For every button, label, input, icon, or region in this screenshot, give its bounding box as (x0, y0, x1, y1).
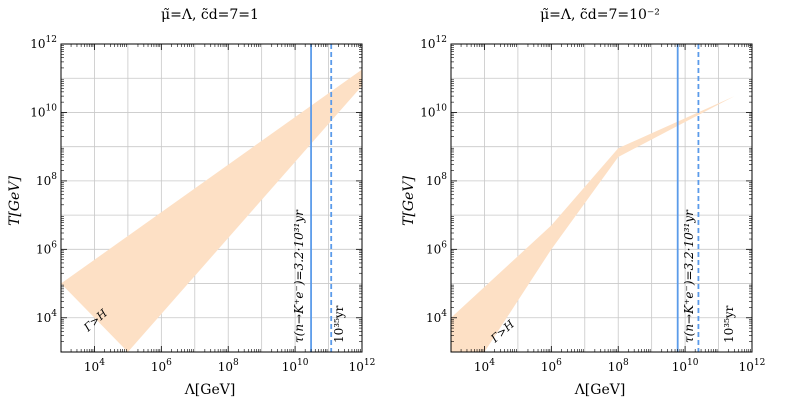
right-x-tick-label: 104 (474, 358, 495, 374)
left-x-tick-label: 1012 (349, 358, 376, 374)
left-x-tick-label: 1010 (282, 358, 309, 374)
left-x-tick-label: 106 (151, 358, 172, 374)
left-vline-layer (310, 44, 333, 352)
left-x-tick-label: 104 (84, 358, 105, 374)
left-y-tick-label: 106 (36, 240, 57, 256)
right-y-tick-label: 108 (426, 172, 447, 188)
left-y-tick-label: 104 (36, 309, 57, 325)
right-chart-panel: μ̃=Λ, c̃d=7=10⁻² 104 106 108 1010 1012 104 10… (401, 7, 765, 398)
right-x-tick-label: 106 (541, 358, 562, 374)
right-y-axis-label: T[GeV] (401, 176, 417, 226)
right-x-tick-label: 108 (608, 358, 629, 374)
left-area-layer (61, 69, 362, 352)
left-y-tick-label: 1012 (30, 35, 57, 51)
right-y-tick-label: 106 (426, 240, 447, 256)
left-vline-label-solid: τ(n→K⁺e⁻)=3.2·10³¹yr (292, 209, 306, 343)
left-x-axis-label: Λ[GeV] (184, 382, 236, 398)
right-area-layer (451, 96, 735, 352)
right-y-tick-label: 104 (426, 309, 447, 325)
right-vline-layer (676, 44, 700, 352)
right-y-tick-label: 1012 (420, 35, 447, 51)
right-allowed-region (451, 96, 735, 352)
right-x-tick-label: 1012 (739, 358, 766, 374)
left-plot-frame (60, 43, 363, 353)
right-y-tick-label: 1010 (420, 103, 447, 119)
right-plot-frame (450, 43, 753, 353)
left-x-tick-label: 108 (218, 358, 239, 374)
right-x-tick-label: 1010 (672, 358, 699, 374)
left-y-tick-label: 108 (36, 172, 57, 188)
right-vline-label-dashed: 10³⁵yr (722, 305, 736, 343)
right-chart-title: μ̃=Λ, c̃d=7=10⁻² (540, 7, 660, 23)
right-x-axis-label: Λ[GeV] (574, 382, 626, 398)
left-vline-label-dashed: 10³⁵yr (332, 305, 346, 343)
right-vline-label-solid: τ(n→K⁺e⁻)=3.2·10³¹yr (682, 209, 696, 343)
left-chart-panel: μ̃=Λ, c̃d=7=1 104 106 108 1010 1012 104 106 10… (7, 7, 375, 398)
left-y-axis-label: T[GeV] (7, 176, 23, 226)
left-allowed-region (61, 69, 362, 352)
left-y-tick-label: 1010 (30, 103, 57, 119)
left-chart-title: μ̃=Λ, c̃d=7=1 (161, 7, 259, 23)
